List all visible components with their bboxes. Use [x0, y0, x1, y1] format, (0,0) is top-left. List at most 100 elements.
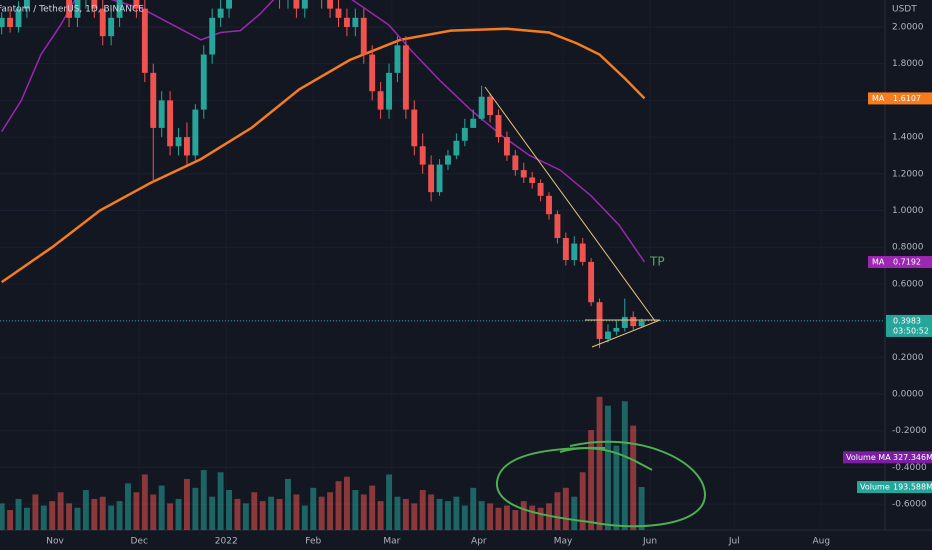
x-tick-label: Apr	[471, 537, 487, 547]
volume-bar	[40, 505, 47, 530]
candle	[428, 155, 435, 202]
volume-bar	[571, 496, 578, 530]
volume-bar	[226, 490, 232, 530]
candle-body	[487, 96, 494, 116]
candle-body	[546, 195, 552, 215]
drawings	[484, 86, 707, 528]
volume-bar	[242, 503, 249, 530]
candle-body	[402, 45, 409, 110]
volume-bar	[150, 494, 157, 530]
volume-bar	[343, 476, 350, 530]
candle	[470, 109, 477, 128]
candle-body	[419, 146, 426, 165]
candle	[546, 192, 552, 220]
candle	[141, 0, 148, 83]
volume-bar	[234, 498, 241, 530]
volume-bar	[0, 503, 5, 530]
ma-label-name: MA	[872, 258, 885, 267]
candle-body	[562, 238, 569, 261]
volume-bars	[0, 396, 645, 530]
trend-line	[484, 86, 656, 322]
volume-bar	[377, 501, 384, 530]
candle	[0, 12, 5, 35]
candle-body	[0, 17, 5, 27]
candle	[287, 0, 289, 9]
candle-body	[638, 320, 645, 327]
volume-bar	[579, 472, 586, 530]
volume-bar	[74, 507, 81, 530]
candle	[520, 162, 527, 183]
candle-body	[167, 100, 174, 147]
candle	[293, 0, 300, 18]
volume-bar	[503, 505, 510, 530]
volume-bar	[419, 490, 426, 530]
volume-bar	[487, 503, 494, 530]
candle-body	[369, 54, 376, 92]
volume-bar	[428, 494, 435, 530]
volume-bar	[91, 498, 98, 530]
volume-bar	[116, 501, 123, 530]
candle-body	[15, 8, 22, 27]
candle	[343, 8, 350, 37]
volume-bar	[310, 487, 317, 530]
candle	[15, 1, 22, 33]
candle	[630, 311, 637, 330]
volume-bar	[470, 487, 477, 530]
candle-body	[520, 170, 527, 178]
candle	[321, 0, 323, 9]
x-tick-label: Mar	[383, 537, 400, 547]
ma-label-value: 0.7192	[893, 258, 921, 267]
candle-body	[613, 327, 620, 332]
volume-bar	[15, 498, 22, 530]
candle-body	[630, 316, 637, 327]
volume-bar	[251, 492, 258, 530]
volume-bar	[588, 430, 595, 530]
candle-body	[411, 109, 418, 147]
candle	[369, 45, 376, 101]
volume-bar	[402, 498, 409, 530]
volume-bar	[7, 510, 14, 530]
candle-body	[478, 96, 485, 119]
volume-ma-box	[843, 451, 932, 464]
volume-ellipse	[495, 440, 707, 528]
volume-bar	[613, 445, 620, 530]
volume-bar	[386, 474, 392, 530]
volume-bar	[82, 490, 89, 530]
candle	[394, 36, 401, 83]
candle	[327, 0, 334, 18]
candle-body	[116, 0, 123, 18]
volume-bar	[268, 496, 275, 530]
candle-body	[23, 0, 30, 9]
candle-body	[537, 182, 544, 196]
candle-body	[343, 17, 350, 27]
candle-body	[217, 8, 224, 18]
candle	[562, 232, 569, 266]
y-tick-label: 0.6000	[892, 279, 924, 289]
candle	[411, 100, 418, 156]
volume-bar	[276, 498, 283, 530]
candle-body	[360, 17, 367, 55]
candle-body	[226, 0, 232, 9]
candle-body	[495, 115, 502, 138]
volume-bar	[453, 496, 460, 530]
y-tick-label: 0.8000	[892, 243, 924, 253]
x-tick-label: Jun	[642, 537, 657, 547]
volume-bar	[32, 494, 39, 530]
candle-body	[183, 137, 190, 156]
candle	[91, 0, 98, 18]
candle-body	[377, 91, 384, 110]
candle	[226, 0, 232, 18]
candle	[85, 0, 87, 9]
candle	[209, 8, 216, 64]
volume-value: 193.588M	[893, 483, 932, 492]
candle-body	[150, 72, 157, 128]
candle-body	[470, 118, 477, 128]
candle-body	[453, 140, 460, 156]
volume-bar	[394, 496, 401, 530]
candle-body	[133, 0, 140, 9]
candle-body	[108, 17, 115, 37]
volume-bar	[175, 498, 182, 530]
candle-body	[588, 261, 595, 303]
axis-labels: 2.00001.80001.60001.40001.20001.00000.80…	[46, 22, 932, 547]
volume-box	[857, 481, 932, 494]
